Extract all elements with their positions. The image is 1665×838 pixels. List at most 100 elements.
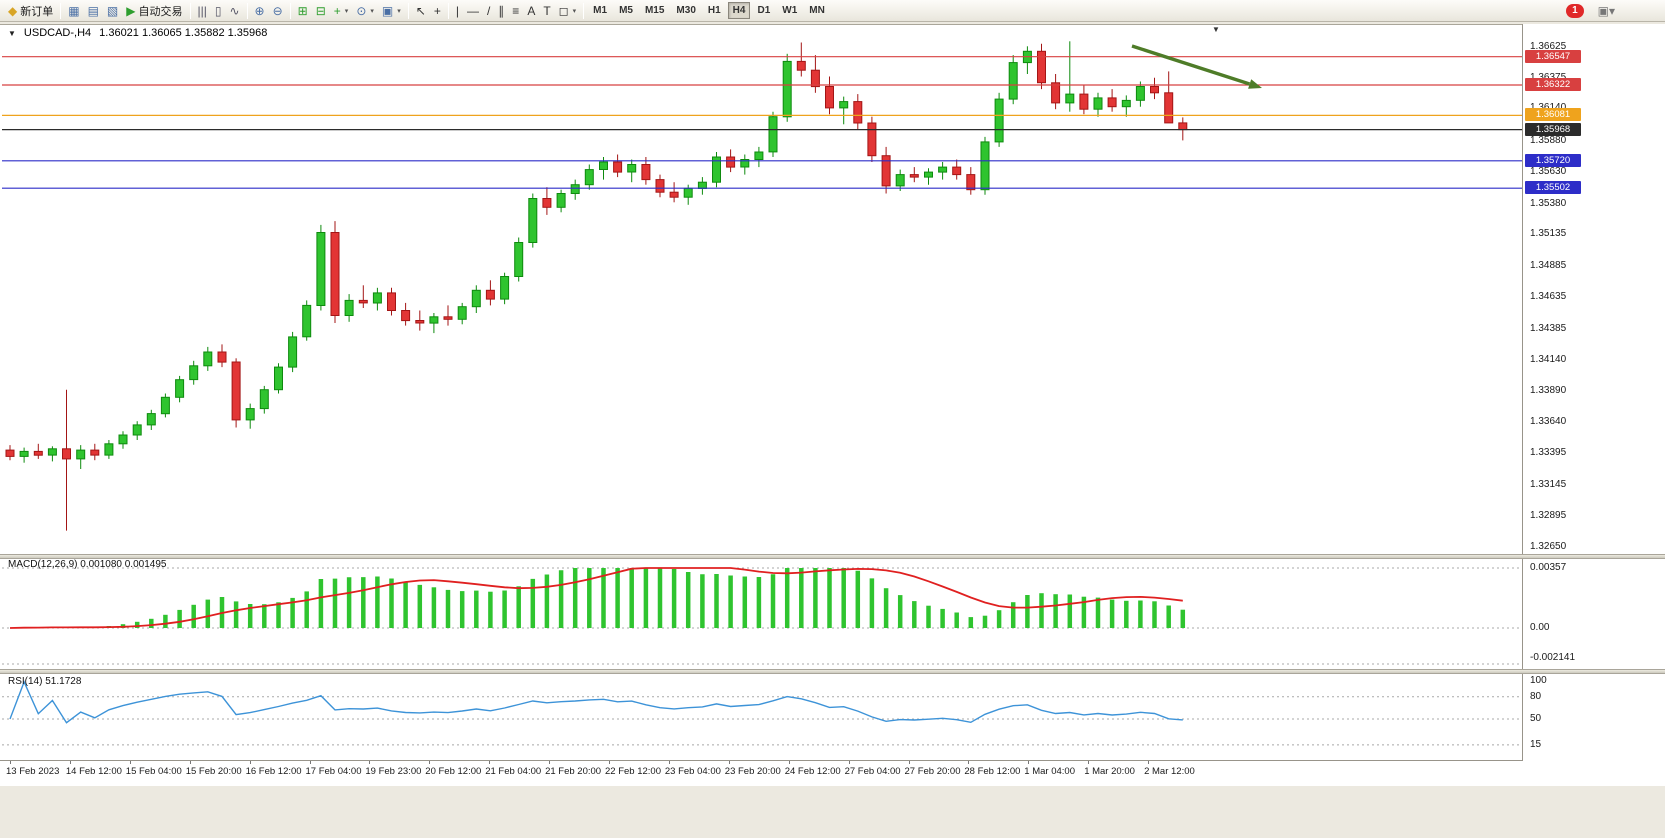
rsi-axis-label: 50 <box>1530 713 1542 724</box>
candlestick-series <box>5 41 1188 531</box>
time-axis[interactable]: 13 Feb 2023 14 Feb 12:00 15 Feb 04:00 15 Fe… <box>0 760 1523 786</box>
price-axis[interactable]: 1.36625 1.36375 1.36140 1.35880 1.35630 1.353… <box>1522 24 1665 786</box>
price-tick-label: 1.33395 <box>1530 447 1567 459</box>
crosshair-button[interactable]: + <box>430 2 445 20</box>
templates-button[interactable]: ▣ ▾ <box>378 2 405 20</box>
line-chart-icon: ∿ <box>229 3 240 18</box>
time-axis-label: 27 Feb 20:00 <box>904 766 961 777</box>
timeframe-button-m5[interactable]: M5 <box>619 5 633 16</box>
macd-axis-label: 0.00 <box>1530 622 1550 633</box>
notification-badge[interactable]: 1 <box>1566 3 1584 18</box>
shapes-icon: ◻ <box>558 3 569 18</box>
new-order-icon: ◆ <box>8 3 18 18</box>
text-tool-button[interactable]: A <box>523 2 539 20</box>
time-axis-label: 15 Feb 04:00 <box>125 766 182 777</box>
one-click-trading-toggle-icon[interactable]: ▼ <box>8 28 16 38</box>
trendline-button[interactable]: / <box>483 2 494 20</box>
zoom-out-button[interactable]: ⊖ <box>269 2 287 20</box>
bar-chart-button[interactable]: ||| <box>194 2 211 20</box>
window-icon[interactable]: ▣ <box>1597 3 1609 18</box>
time-axis-label: 28 Feb 12:00 <box>964 766 1021 777</box>
time-axis-label: 14 Feb 12:00 <box>65 766 122 777</box>
zoom-group: ⊕ ⊖ <box>251 2 287 20</box>
new-order-button[interactable]: ◆ 新订单 <box>4 2 57 20</box>
auto-trading-icon: ▶ <box>126 3 136 18</box>
tile-windows-button[interactable]: ⊞ <box>294 2 312 20</box>
trend-arrow-annotation[interactable] <box>1131 44 1262 89</box>
zoom-in-button[interactable]: ⊕ <box>251 2 269 20</box>
new-chart-button[interactable]: + ▾ <box>330 2 353 20</box>
toolbar-separator <box>447 2 449 19</box>
price-tick-label: 1.35135 <box>1530 228 1567 240</box>
time-axis-tick <box>189 761 191 764</box>
navigator-button[interactable]: ▧ <box>103 2 122 20</box>
market-watch-icon: ▦ <box>68 3 80 18</box>
timeframe-button-h1[interactable]: H1 <box>707 5 721 16</box>
navigator-icon: ▧ <box>106 3 119 18</box>
label-tool-icon: T <box>543 3 551 18</box>
toolbar-separator <box>189 2 191 19</box>
fibonacci-button[interactable]: ≡ <box>508 2 523 20</box>
timeframe-button-m1[interactable]: M1 <box>593 5 608 16</box>
time-axis-label: 20 Feb 12:00 <box>425 766 482 777</box>
pivot-price-badge: 1.36081 <box>1525 108 1581 122</box>
new-chart-icon: + <box>333 3 341 18</box>
timeframe-button-m30[interactable]: M30 <box>676 5 696 16</box>
time-axis-label: 17 Feb 04:00 <box>305 766 362 777</box>
candlestick-chart-button[interactable]: ▯ <box>211 2 226 20</box>
periods-button[interactable]: ⊙ ▾ <box>352 2 378 20</box>
cursor-button[interactable]: ↖ <box>412 2 430 20</box>
rsi-label: RSI(14) 51.1728 <box>8 676 82 687</box>
price-tick-label: 1.33890 <box>1530 384 1567 396</box>
support-price-badge: 1.35502 <box>1525 181 1581 195</box>
time-axis-label: 23 Feb 20:00 <box>724 766 781 777</box>
macd-label: MACD(12,26,9) 0.001080 0.001495 <box>8 559 167 570</box>
data-window-button[interactable]: ▤ <box>84 2 103 20</box>
new-order-label: 新订单 <box>20 5 54 18</box>
time-axis-label: 22 Feb 12:00 <box>605 766 661 777</box>
price-tick-label: 1.33145 <box>1530 478 1567 490</box>
price-tick-label: 1.35880 <box>1530 134 1567 146</box>
templates-icon: ▣ <box>381 3 394 18</box>
panel-separator[interactable] <box>0 669 1665 674</box>
line-chart-button[interactable]: ∿ <box>225 2 243 20</box>
toolbar-separator <box>583 2 585 19</box>
price-tick-label: 1.32650 <box>1530 540 1567 552</box>
vertical-line-button[interactable]: | <box>452 2 463 20</box>
time-axis-tick <box>848 761 850 764</box>
time-axis-label: 13 Feb 2023 <box>6 766 60 777</box>
label-tool-button[interactable]: T <box>539 2 554 20</box>
shapes-button[interactable]: ◻ ▾ <box>555 2 580 20</box>
timeframe-toolbar: M1 M5 M15 M30 H1 H4 D1 W1 MN <box>587 2 831 19</box>
time-axis-tick <box>1148 761 1150 764</box>
fibonacci-icon: ≡ <box>512 3 520 18</box>
timeframe-button-mn[interactable]: MN <box>809 5 825 16</box>
time-axis-tick <box>609 761 610 764</box>
price-tick-label: 1.35630 <box>1530 166 1567 178</box>
time-axis-label: 23 Feb 04:00 <box>664 766 721 777</box>
panel-separator[interactable] <box>0 554 1665 559</box>
auto-trading-button[interactable]: ▶ 自动交易 <box>122 2 186 20</box>
current-price-price-badge: 1.35968 <box>1525 122 1581 136</box>
time-axis-tick <box>69 761 71 764</box>
time-axis-label: 24 Feb 12:00 <box>784 766 841 777</box>
market-watch-button[interactable]: ▦ <box>64 2 83 20</box>
channel-button[interactable]: ∥ <box>494 2 508 20</box>
timeframe-button-h4[interactable]: H4 <box>727 2 751 19</box>
horizontal-line-button[interactable]: — <box>463 2 483 20</box>
timeframe-button-d1[interactable]: D1 <box>757 5 771 16</box>
time-axis-label: 2 Mar 12:00 <box>1144 766 1195 777</box>
toolbar-separator <box>289 2 291 19</box>
time-axis-label: 21 Feb 20:00 <box>545 766 602 777</box>
timeframe-button-w1[interactable]: W1 <box>782 5 798 16</box>
chart-shift-marker[interactable]: ▼ <box>1212 25 1220 34</box>
rsi-line <box>9 680 1183 724</box>
macd-axis-label: -0.002141 <box>1530 652 1576 663</box>
time-axis-tick <box>788 761 790 764</box>
cascade-windows-button[interactable]: ⊟ <box>312 2 330 20</box>
support-price-badge: 1.35720 <box>1525 153 1581 167</box>
timeframe-button-m15[interactable]: M15 <box>644 5 665 16</box>
toolbar-overflow-icon[interactable]: ▾ <box>1608 3 1615 18</box>
